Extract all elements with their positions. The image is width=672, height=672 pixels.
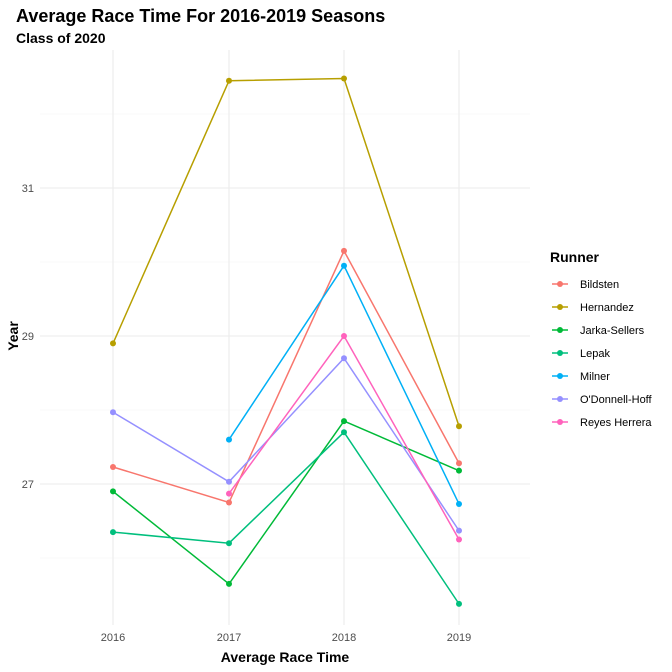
series-line-hernandez	[112, 77, 460, 427]
series-line-o-donnell-hoff	[112, 356, 460, 532]
series-line-bildsten	[112, 249, 460, 504]
data-point-jarka-sellers	[341, 418, 347, 425]
data-point-jarka-sellers	[226, 580, 232, 587]
y-tick-label: 29	[22, 331, 34, 343]
series-points	[110, 75, 462, 607]
data-point-bildsten	[341, 247, 347, 254]
data-point-lepak	[110, 529, 116, 536]
data-point-hernandez	[456, 423, 462, 430]
data-point-jarka-sellers	[110, 488, 116, 495]
data-point-lepak	[456, 600, 462, 607]
series-lines	[112, 77, 460, 605]
data-point-lepak	[341, 429, 347, 436]
series-line-jarka-sellers	[112, 420, 460, 585]
legend-label: O'Donnell-Hoff	[580, 394, 653, 406]
chart-subtitle: Class of 2020	[16, 30, 106, 46]
data-point-milner	[226, 436, 232, 443]
data-point-milner	[341, 262, 347, 269]
legend-item-o-donnell-hoff: O'Donnell-Hoff	[552, 394, 653, 406]
legend-marker	[557, 419, 563, 425]
x-axis-title: Average Race Time	[221, 649, 350, 665]
data-point-hernandez	[110, 340, 116, 347]
legend-label: Hernandez	[580, 302, 634, 314]
legend-label: Milner	[580, 371, 610, 383]
y-axis-title: Year	[5, 321, 21, 351]
data-point-reyes-herrera	[341, 333, 347, 339]
legend-label: Reyes Herrera	[580, 417, 652, 429]
legend-label: Bildsten	[580, 279, 619, 291]
x-tick-label: 2019	[447, 632, 471, 644]
legend-item-milner: Milner	[552, 371, 610, 383]
legend: Bildsten Hernandez Jarka-Sellers Lepak Milne…	[552, 279, 653, 429]
x-tick-label: 2018	[332, 632, 356, 644]
data-point-reyes-herrera	[226, 490, 232, 497]
data-point-jarka-sellers	[456, 467, 462, 474]
grid	[40, 50, 530, 625]
data-point-hernandez	[226, 77, 232, 84]
legend-item-lepak: Lepak	[552, 348, 610, 360]
chart-title: Average Race Time For 2016-2019 Seasons	[16, 6, 385, 26]
data-point-bildsten	[456, 460, 462, 467]
y-tick-label: 31	[22, 183, 34, 195]
legend-marker	[557, 327, 563, 333]
data-point-bildsten	[226, 499, 232, 506]
x-tick-label: 2017	[217, 632, 241, 644]
axis-ticks: 27 29 31 2016 2017 2018 2019	[22, 183, 471, 644]
data-point-bildsten	[110, 463, 116, 470]
legend-label: Lepak	[580, 348, 610, 360]
legend-item-hernandez: Hernandez	[552, 302, 634, 314]
data-point-milner	[456, 500, 462, 507]
data-point-o-donnell-hoff	[226, 478, 232, 485]
legend-marker	[557, 373, 563, 379]
x-tick-label: 2016	[101, 632, 125, 644]
legend-marker	[557, 350, 563, 356]
legend-title: Runner	[550, 249, 600, 265]
data-point-lepak	[226, 540, 232, 547]
legend-label: Jarka-Sellers	[580, 325, 645, 337]
y-tick-label: 27	[22, 479, 34, 491]
legend-item-jarka-sellers: Jarka-Sellers	[552, 325, 645, 337]
data-point-hernandez	[341, 75, 347, 82]
data-point-reyes-herrera	[456, 536, 462, 543]
legend-item-bildsten: Bildsten	[552, 279, 619, 291]
data-point-o-donnell-hoff	[110, 409, 116, 416]
legend-marker	[557, 304, 563, 310]
legend-marker	[557, 281, 563, 287]
legend-marker	[557, 396, 563, 402]
data-point-o-donnell-hoff	[456, 527, 462, 534]
series-line-lepak	[112, 431, 460, 605]
data-point-o-donnell-hoff	[341, 355, 347, 362]
legend-item-reyes-herrera: Reyes Herrera	[552, 417, 652, 429]
